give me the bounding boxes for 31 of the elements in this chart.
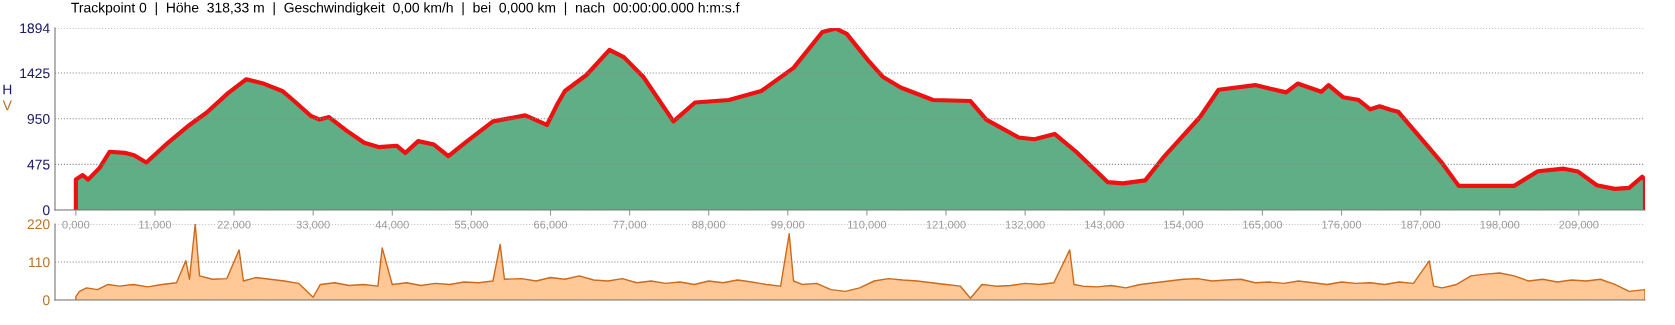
x-tick-label: 187,000 <box>1401 220 1441 230</box>
y-axis-title: H <box>3 84 12 95</box>
x-tick-label: 99,000 <box>771 220 805 230</box>
x-tick-label: 0,000 <box>62 220 90 230</box>
y-tick-label: 1425 <box>20 68 50 79</box>
x-tick-label: 11,000 <box>139 220 172 230</box>
y-tick-label: 0 <box>42 205 50 216</box>
x-tick-label: 198,000 <box>1480 220 1520 230</box>
x-tick-label: 33,000 <box>296 220 330 230</box>
y-tick-label: 0 <box>42 295 50 306</box>
x-tick-label: 22,000 <box>217 220 251 230</box>
x-tick-label: 110,000 <box>848 220 887 230</box>
y-tick-label: 110 <box>29 257 50 268</box>
x-tick-label: 77,000 <box>613 220 647 230</box>
x-tick-label: 154,000 <box>1164 220 1203 230</box>
x-tick-label: 121,000 <box>926 220 966 230</box>
y-tick-label: 1894 <box>20 23 50 34</box>
y-tick-label: 950 <box>27 114 50 124</box>
x-tick-label: 132,000 <box>1005 220 1045 230</box>
x-tick-label: 176,000 <box>1322 220 1362 230</box>
x-tick-label: 44,000 <box>375 220 409 230</box>
x-tick-label: 55,000 <box>454 220 488 230</box>
y-axis-title: V <box>2 100 12 111</box>
x-tick-label: 165,000 <box>1243 220 1283 230</box>
x-tick-label: 66,000 <box>534 220 568 230</box>
x-tick-label: 209,000 <box>1559 220 1599 230</box>
x-tick-label: 88,000 <box>692 220 726 230</box>
x-tick-label: 143,000 <box>1084 220 1124 230</box>
y-tick-label: 220 <box>27 219 50 230</box>
chart-title: Trackpoint 0 | Höhe 318,33 m | Geschwindigkeit 0,00 km/h | bei 0,000 km | nach 00:00:00.000 h:m:s.f <box>71 2 740 16</box>
y-tick-label: 475 <box>27 159 50 170</box>
